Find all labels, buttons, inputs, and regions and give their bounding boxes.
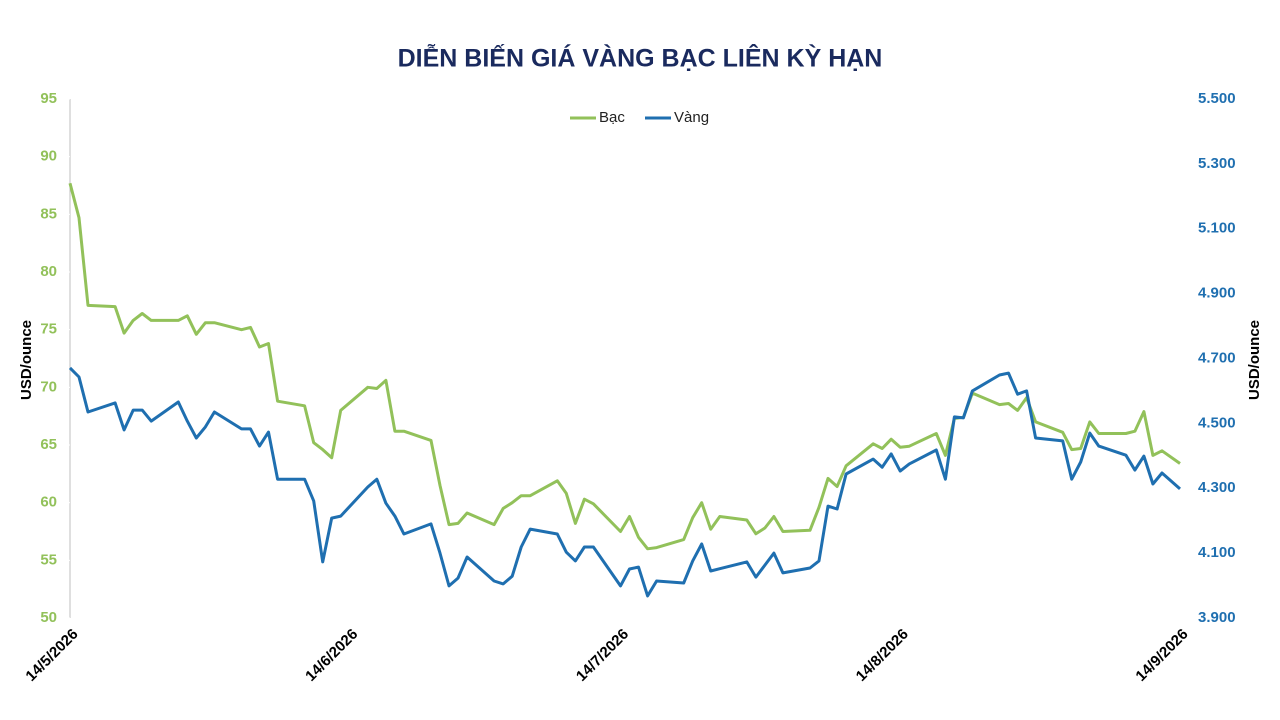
y-tick-label: 60 [40,494,57,511]
y2-tick-label: 4.900 [1198,285,1236,302]
legend-label: Bạc [599,109,625,126]
y-tick-label: 85 [40,205,57,222]
x-tick-label: 14/9/2026 [1132,626,1191,685]
y-tick-label: 50 [40,609,57,626]
y-axis-label: USD/ounce [18,320,35,400]
x-tick-label: 14/7/2026 [573,626,632,685]
y2-axis-label: USD/ounce [1246,320,1263,400]
y2-tick-label: 4.500 [1198,414,1236,431]
y2-tick-label: 4.700 [1198,349,1236,366]
y-tick-label: 65 [40,436,57,453]
x-tick-label: 14/8/2026 [853,626,912,685]
y-tick-label: 75 [40,321,57,338]
legend-label: Vàng [674,109,709,126]
y2-tick-label: 4.100 [1198,544,1236,561]
series-line [68,182,1181,551]
y2-tick-label: 5.100 [1198,220,1236,237]
x-tick-label: 14/6/2026 [302,626,361,685]
y-tick-label: 90 [40,148,57,165]
y-tick-label: 80 [40,263,57,280]
y-tick-label: 70 [40,378,57,395]
y-tick-label: 95 [40,90,57,107]
series-line [68,366,1181,598]
y2-tick-label: 5.300 [1198,155,1236,172]
chart-title: DIỄN BIẾN GIÁ VÀNG BẠC LIÊN KỲ HẠN [398,43,883,73]
y2-tick-label: 3.900 [1198,609,1236,626]
y2-tick-label: 5.500 [1198,90,1236,107]
y-tick-label: 55 [40,551,57,568]
y2-tick-label: 4.300 [1198,479,1236,496]
x-tick-label: 14/5/2026 [22,626,81,685]
